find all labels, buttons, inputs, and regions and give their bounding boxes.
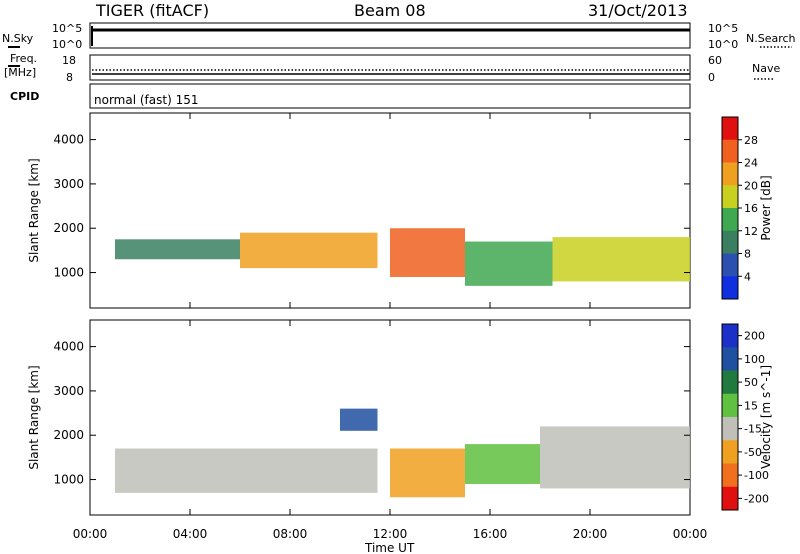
nave-label: Nave xyxy=(752,62,780,75)
cpid-panel: CPID normal (fast) 151 xyxy=(10,83,691,109)
power-ytick-label-3: 4000 xyxy=(53,133,84,147)
power-colorbar-swatch-4 xyxy=(722,208,738,232)
power-band-4 xyxy=(552,237,690,282)
x-tick-label-4: 16:00 xyxy=(473,527,508,541)
x-tick-label-0: 00:00 xyxy=(73,527,108,541)
velocity-colorbar-label-2: 50 xyxy=(744,376,758,389)
x-tick-label-5: 20:00 xyxy=(573,527,608,541)
velocity-band-0 xyxy=(115,448,378,493)
power-colorbar-swatch-3 xyxy=(722,185,738,209)
velocity-colorbar-swatch-5 xyxy=(722,440,738,464)
power-colorbar-label-4: 20 xyxy=(744,179,758,192)
velocity-band-4 xyxy=(540,426,690,489)
freq-tick-top: 18 xyxy=(62,54,76,67)
nsearch-label: N.Search xyxy=(746,32,796,45)
velocity-colorbar-label-7: -200 xyxy=(744,492,769,505)
velocity-ytick-label-0: 1000 xyxy=(53,473,84,487)
nave-tick-bottom: 0 xyxy=(708,71,715,84)
power-colorbar-label-1: 8 xyxy=(744,248,751,261)
power-colorbar-swatch-1 xyxy=(722,139,738,163)
freq-unit-label: [MHz] xyxy=(4,66,36,79)
velocity-colorbar-swatch-7 xyxy=(722,486,738,511)
velocity-ytick-label-2: 3000 xyxy=(53,384,84,398)
velocity-colorbar-title: Velocity [m s^-1] xyxy=(759,365,773,469)
velocity-ytick-label-1: 2000 xyxy=(53,428,84,442)
velocity-colorbar-label-0: 200 xyxy=(744,330,765,343)
velocity-colorbar-label-4: -15 xyxy=(744,423,762,436)
velocity-colorbar-swatch-0 xyxy=(722,324,738,348)
power-marks xyxy=(115,228,690,286)
x-tick-label-3: 12:00 xyxy=(373,527,408,541)
velocity-colorbar-label-1: 100 xyxy=(744,353,765,366)
velocity-band-3 xyxy=(465,444,540,484)
power-ytick-label-2: 3000 xyxy=(53,177,84,191)
velocity-axes: 1000 2000 3000 4000 Slant Range [km] xyxy=(27,320,691,515)
power-ytick-label-1: 2000 xyxy=(53,221,84,235)
velocity-band-1 xyxy=(340,408,378,431)
power-colorbar: 4 8 12 16 20 24 28 Power [dB] xyxy=(721,116,773,300)
power-panel: 1000 2000 3000 4000 Slant Range [km] 4 8 12 16 2… xyxy=(27,112,773,309)
cpid-label: CPID xyxy=(10,90,39,103)
velocity-ytick-label-3: 4000 xyxy=(53,340,84,354)
freq-tick-bottom: 8 xyxy=(66,71,73,84)
velocity-colorbar-swatch-4 xyxy=(722,417,738,441)
power-colorbar-swatch-5 xyxy=(722,230,738,254)
noise-tick-right-bottom: 10^0 xyxy=(708,38,738,51)
velocity-colorbar-swatch-1 xyxy=(722,347,738,371)
power-colorbar-swatch-7 xyxy=(722,276,738,300)
power-colorbar-label-6: 28 xyxy=(744,134,758,147)
velocity-colorbar-frame xyxy=(721,323,739,511)
power-band-1 xyxy=(240,232,378,269)
power-colorbar-label-3: 16 xyxy=(744,202,758,215)
power-colorbar-swatch-6 xyxy=(722,253,738,277)
x-tick-label-1: 04:00 xyxy=(173,527,208,541)
velocity-colorbar-label-3: 15 xyxy=(744,399,758,412)
power-colorbar-swatch-0 xyxy=(722,117,738,141)
velocity-colorbar-swatch-3 xyxy=(722,393,738,418)
power-band-2 xyxy=(390,228,465,277)
power-ytick-label-0: 1000 xyxy=(53,266,84,280)
noise-tick-left-bottom: 10^0 xyxy=(52,38,82,51)
noise-tick-left-top: 10^5 xyxy=(52,22,82,35)
power-ylabel: Slant Range [km] xyxy=(27,158,41,262)
nsky-label: N.Sky xyxy=(2,32,34,45)
velocity-colorbar: 200 100 50 15 -15 -50 -100 -200 Velocity [m s^-1… xyxy=(721,323,773,511)
power-band-0 xyxy=(115,239,240,260)
power-colorbar-label-5: 24 xyxy=(744,157,758,170)
beam-title: Beam 08 xyxy=(354,1,426,20)
freq-label: Freq. xyxy=(10,52,37,65)
power-colorbar-label-2: 12 xyxy=(744,225,758,238)
velocity-ylabel: Slant Range [km] xyxy=(27,365,41,469)
noise-tick-right-top: 10^5 xyxy=(708,22,738,35)
velocity-colorbar-swatch-6 xyxy=(722,463,738,488)
x-axis-label: Time UT xyxy=(364,541,415,554)
velocity-marks xyxy=(115,408,690,498)
x-tick-label-6: 00:00 xyxy=(673,527,708,541)
freq-panel: Freq. [MHz] 18 8 60 0 Nave xyxy=(4,52,780,84)
velocity-band-2 xyxy=(390,448,465,498)
power-colorbar-swatch-2 xyxy=(722,162,738,186)
x-axis: 00:00 04:00 08:00 12:00 16:00 20:00 00:00 xyxy=(73,527,708,541)
power-colorbar-label-0: 4 xyxy=(744,270,751,283)
noise-panel: N.Sky 10^5 10^0 10^5 10^0 N.Search xyxy=(2,22,796,51)
velocity-colorbar-swatch-2 xyxy=(722,370,738,395)
nave-tick-top: 60 xyxy=(708,54,722,67)
power-band-3 xyxy=(465,241,553,286)
velocity-colorbar-label-5: -50 xyxy=(744,446,762,459)
date-title: 31/Oct/2013 xyxy=(588,1,688,20)
power-colorbar-title: Power [dB] xyxy=(759,175,773,240)
x-tick-label-2: 08:00 xyxy=(273,527,308,541)
power-axes: 1000 2000 3000 4000 Slant Range [km] xyxy=(27,113,691,308)
velocity-colorbar-label-6: -100 xyxy=(744,469,769,482)
velocity-panel: 1000 2000 3000 4000 Slant Range [km] 200 100 5… xyxy=(27,319,773,516)
station-title: TIGER (fitACF) xyxy=(95,1,209,20)
cpid-text: normal (fast) 151 xyxy=(94,93,198,107)
